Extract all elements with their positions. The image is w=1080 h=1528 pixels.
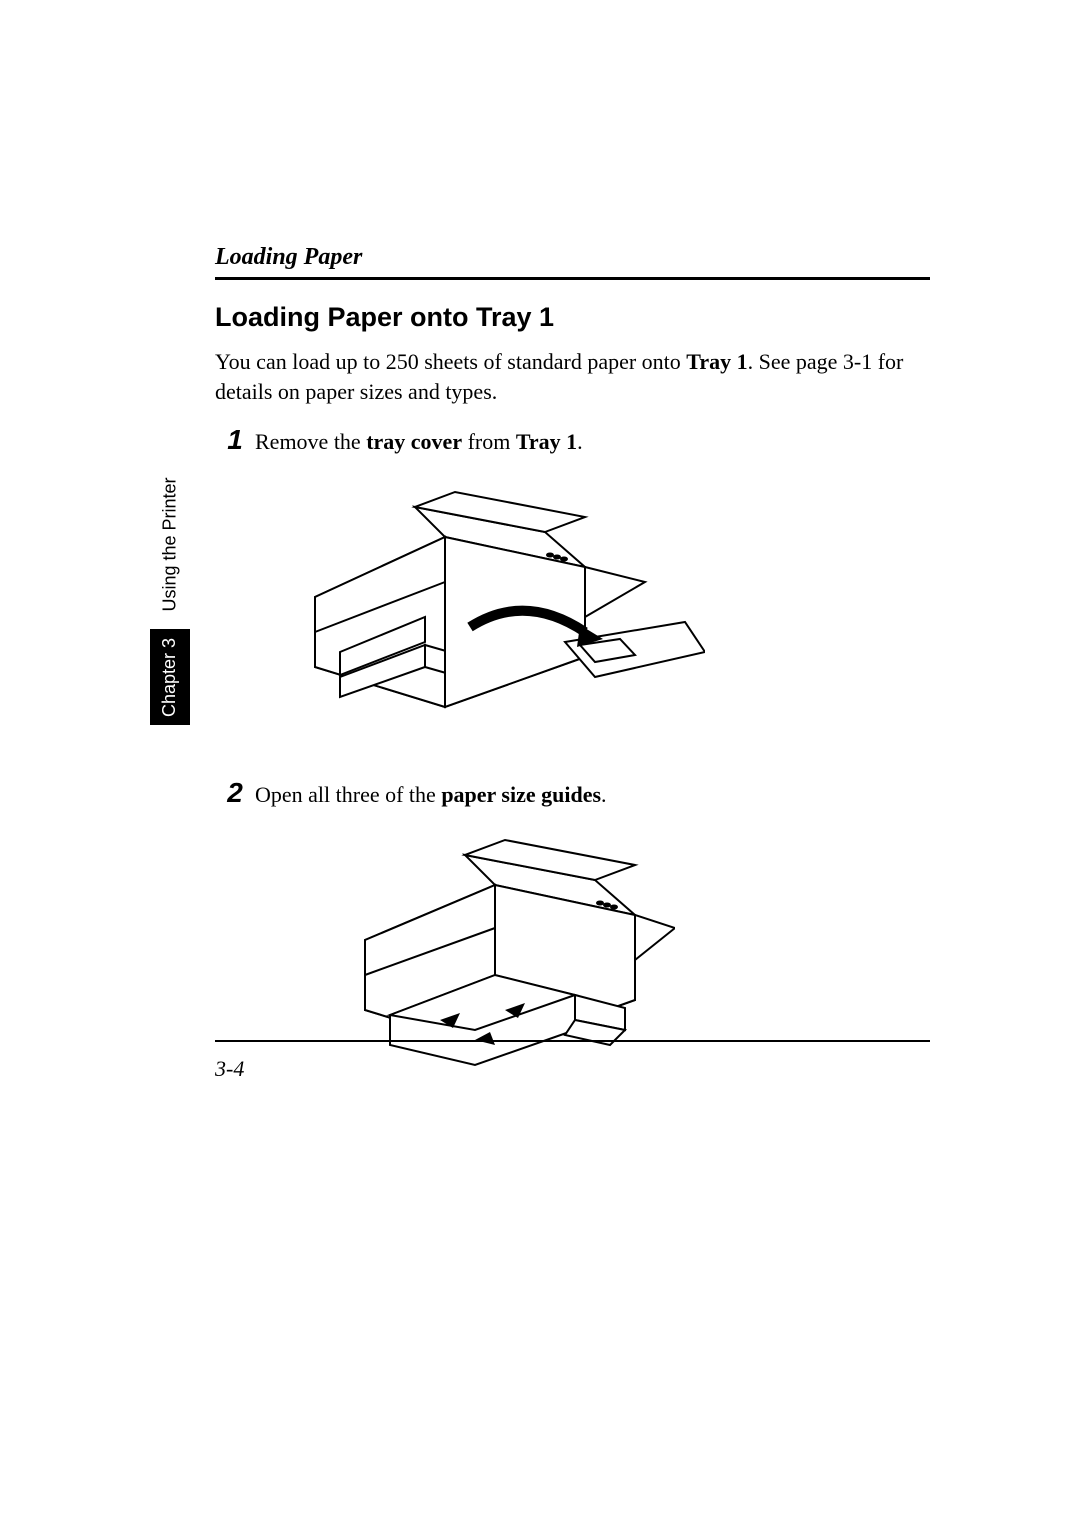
subsection-title: Loading Paper onto Tray 1 — [215, 302, 930, 333]
intro-prefix: You can load up to 250 sheets of standar… — [215, 349, 686, 374]
step1-frag0: Remove the — [255, 429, 366, 454]
illustration-1 — [285, 477, 930, 717]
section-tab-label: Using the Printer — [160, 475, 181, 615]
intro-paragraph: You can load up to 250 sheets of standar… — [215, 347, 930, 406]
step-number-1: 1 — [215, 424, 255, 454]
printer-illustration-2 — [345, 830, 675, 1070]
chapter-side-tab: Chapter 3 Using the Printer — [150, 480, 190, 725]
step2-frag1: paper size guides — [441, 782, 601, 807]
step-1: 1 Remove the tray cover from Tray 1. — [215, 424, 930, 457]
step2-frag2: . — [601, 782, 607, 807]
step1-frag1: tray cover — [366, 429, 462, 454]
step-number-2: 2 — [215, 777, 255, 807]
header-rule — [215, 277, 930, 280]
step2-frag0: Open all three of the — [255, 782, 441, 807]
step-2: 2 Open all three of the paper size guide… — [215, 777, 930, 810]
step1-frag4: . — [577, 429, 583, 454]
illustration-2 — [345, 830, 930, 1070]
step1-frag3: Tray 1 — [516, 429, 577, 454]
step-text-1: Remove the tray cover from Tray 1. — [255, 424, 583, 457]
page-number: 3-4 — [215, 1056, 244, 1082]
chapter-tab-label: Chapter 3 — [160, 637, 181, 716]
intro-bold: Tray 1 — [686, 349, 747, 374]
footer-rule — [215, 1040, 930, 1042]
running-header: Loading Paper — [215, 244, 930, 271]
content-area: Loading Paper Loading Paper onto Tray 1 … — [215, 244, 930, 1130]
step1-frag2: from — [462, 429, 516, 454]
chapter-tab-black: Chapter 3 — [150, 629, 190, 725]
step-text-2: Open all three of the paper size guides. — [255, 777, 607, 810]
printer-illustration-1 — [285, 477, 705, 717]
page: Chapter 3 Using the Printer Loading Pape… — [0, 0, 1080, 1528]
